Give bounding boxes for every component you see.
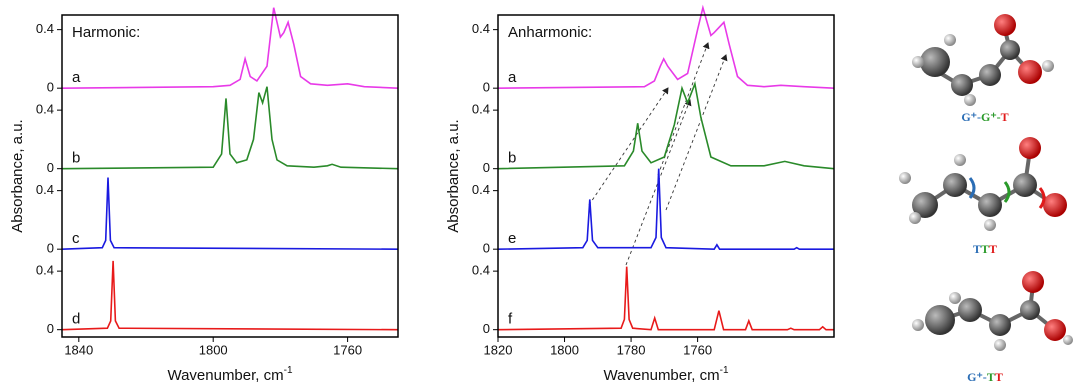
- spectrum: [62, 87, 398, 169]
- panel: 0 0.4 a 0 0.4 b 0 0.4 e 0 0.4 f 1820 1800 1780 1760 Anha…: [445, 8, 834, 384]
- spectrum: [498, 267, 834, 330]
- x-tick-label: 1760: [683, 342, 712, 357]
- panel-title: Harmonic:: [72, 24, 140, 41]
- molecule-label-part: G⁺-: [967, 370, 987, 384]
- molecule-label-part: T: [987, 370, 995, 384]
- y-tick-label: 0.4: [36, 21, 54, 36]
- y-tick-label: 0.4: [472, 182, 490, 197]
- y-tick-label: 0: [47, 241, 54, 256]
- molecule-3: [912, 271, 1073, 351]
- y-tick-label: 0: [47, 321, 54, 336]
- molecule-label: G⁺-G⁺-T: [961, 110, 1008, 124]
- x-tick-label: 1820: [484, 342, 513, 357]
- trace-label: e: [508, 230, 516, 247]
- x-tick-label: 1800: [550, 342, 579, 357]
- panel: 0 0.4 a 0 0.4 b 0 0.4 c 0 0.4 d 1840 1800 1760 Harmonic…: [9, 8, 398, 384]
- trace-label: a: [508, 69, 517, 86]
- trace-label: b: [72, 150, 80, 167]
- spectrum: [498, 84, 834, 169]
- x-tick-label: 1760: [333, 342, 362, 357]
- molecule-label-part: G⁺-: [961, 110, 981, 124]
- y-tick-label: 0.4: [472, 263, 490, 278]
- x-tick-label: 1780: [617, 342, 646, 357]
- molecule-label-part: T: [989, 242, 997, 256]
- molecule-label-part: T: [1001, 110, 1009, 124]
- x-axis-label-sup: -1: [284, 365, 293, 376]
- trace-label: a: [72, 69, 81, 86]
- trace-label: f: [508, 311, 513, 328]
- molecule-label: TTT: [973, 242, 997, 256]
- molecule-1: [912, 14, 1054, 106]
- trace-label: d: [72, 311, 80, 328]
- y-tick-label: 0.4: [472, 102, 490, 117]
- trace-label: c: [72, 230, 80, 247]
- y-tick-label: 0.4: [36, 263, 54, 278]
- y-tick-label: 0: [47, 80, 54, 95]
- x-tick-label: 1840: [64, 342, 93, 357]
- trace-label: b: [508, 150, 516, 167]
- x-tick-label: 1800: [199, 342, 228, 357]
- molecule-label-part: T: [995, 370, 1003, 384]
- y-axis-label: Absorbance, a.u.: [9, 119, 26, 232]
- y-tick-label: 0: [483, 160, 490, 175]
- spectrum: [498, 8, 834, 89]
- y-tick-label: 0.4: [36, 102, 54, 117]
- molecule-2: [899, 137, 1067, 231]
- molecule-label-part: G⁺-: [981, 110, 1001, 124]
- y-tick-label: 0: [483, 80, 490, 95]
- molecule-label: G⁺-TT: [967, 370, 1003, 384]
- y-tick-label: 0.4: [36, 182, 54, 197]
- y-tick-label: 0: [47, 160, 54, 175]
- spectrum: [62, 261, 398, 330]
- figure: 0 0.4 a 0 0.4 b 0 0.4 c 0 0.4 d 1840 1800 1760 Harmonic…: [0, 0, 1073, 385]
- x-axis-label-sup: -1: [720, 365, 729, 376]
- spectrum: [62, 178, 398, 250]
- y-tick-label: 0: [483, 321, 490, 336]
- y-tick-label: 0.4: [472, 21, 490, 36]
- x-axis-label: Wavenumber, cm-1: [603, 365, 728, 384]
- molecule-label-part: T: [981, 242, 989, 256]
- y-tick-label: 0: [483, 241, 490, 256]
- x-axis-label: Wavenumber, cm-1: [167, 365, 292, 384]
- dashed-arrows: [589, 43, 726, 265]
- molecule-label-part: T: [973, 242, 981, 256]
- panel-title: Anharmonic:: [508, 24, 592, 41]
- x-axis-label-text: Wavenumber, cm: [603, 367, 719, 384]
- x-axis-label-text: Wavenumber, cm: [167, 367, 283, 384]
- y-axis-label: Absorbance, a.u.: [445, 119, 462, 232]
- spectrum: [62, 8, 398, 89]
